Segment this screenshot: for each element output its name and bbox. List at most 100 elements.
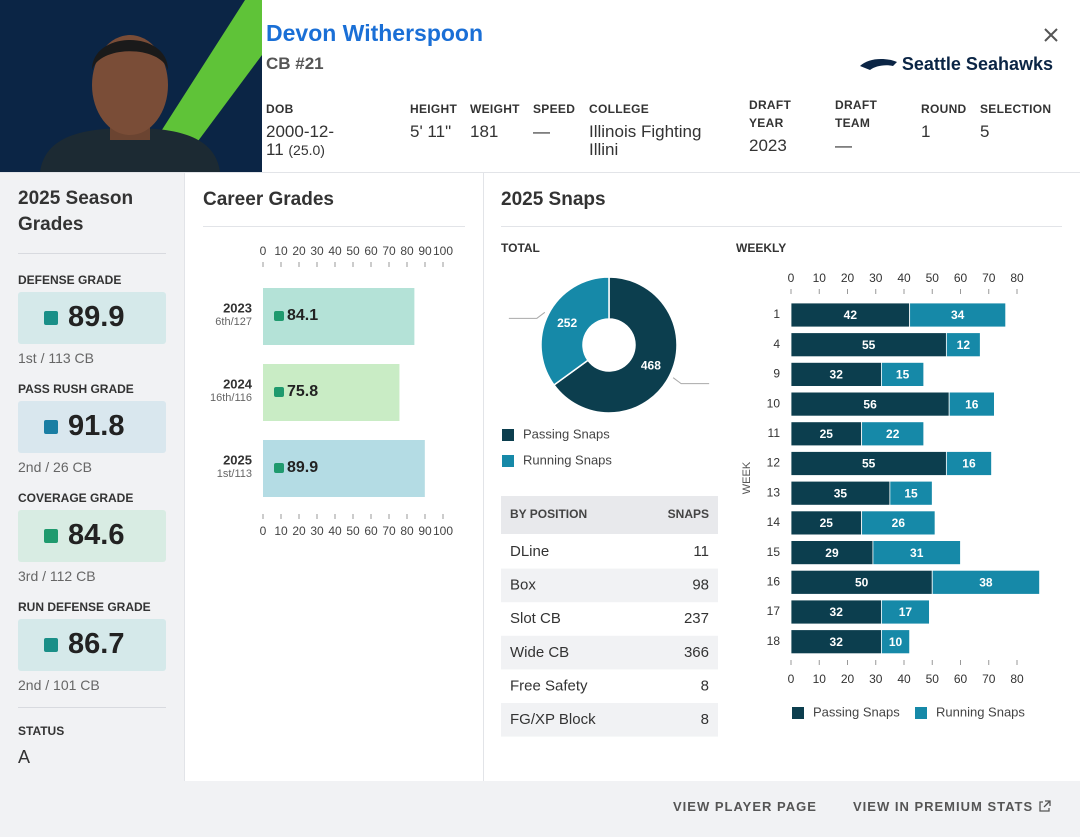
table-cell: Free Safety xyxy=(510,677,588,694)
bio-item: DOB 2000-12-11 (25.0) xyxy=(266,100,346,159)
bio-item: WEIGHT 181 xyxy=(470,100,530,141)
bio-label: DRAFT YEAR xyxy=(749,98,792,130)
footer-link[interactable]: VIEW PLAYER PAGE xyxy=(673,799,817,814)
bio-label: COLLEGE xyxy=(589,102,650,116)
x-tick-label: 40 xyxy=(897,672,911,686)
x-tick-label: 70 xyxy=(982,271,996,285)
x-tick-label: 80 xyxy=(1010,672,1024,686)
bar-segment xyxy=(881,599,930,625)
bar-label: 38 xyxy=(979,575,993,589)
bar-dot xyxy=(274,463,284,473)
x-tick-label: 60 xyxy=(364,244,378,258)
bio-item: COLLEGE Illinois Fighting Illini xyxy=(589,100,719,159)
bar-label: 15 xyxy=(896,368,910,382)
bar-segment xyxy=(790,510,863,536)
bar xyxy=(263,440,425,497)
grade-icon xyxy=(44,529,58,543)
team-logo xyxy=(860,58,897,70)
photo-face xyxy=(92,35,168,135)
y-axis-label: WEEK xyxy=(741,461,753,494)
bar-segment xyxy=(790,569,933,595)
x-tick-label: 30 xyxy=(310,524,324,538)
legend-label: Running Snaps xyxy=(936,704,1025,719)
status-label: STATUS xyxy=(18,724,65,738)
bar-segment xyxy=(790,302,911,328)
y-tick-label: 12 xyxy=(767,456,781,470)
x-tick-label: 70 xyxy=(382,244,396,258)
table-cell: Slot CB xyxy=(510,610,561,627)
panel-title: 2025 Snaps xyxy=(501,189,606,210)
grade-value: 91.8 xyxy=(68,410,125,442)
x-tick-label: 10 xyxy=(813,672,827,686)
bio-value-text: 2000-12-11 xyxy=(266,122,335,159)
external-icon xyxy=(1039,800,1051,812)
table-cell: DLine xyxy=(510,543,549,560)
bar-segment xyxy=(790,480,891,506)
x-tick-label: 0 xyxy=(260,244,267,258)
bio-value-text: 5' 11" xyxy=(410,122,452,141)
x-tick-label: 0 xyxy=(788,672,795,686)
bar-segment xyxy=(861,421,925,447)
bar-label: 32 xyxy=(830,605,844,619)
divider xyxy=(184,173,185,781)
player-name: Devon Witherspoon xyxy=(266,20,484,46)
pie-slice xyxy=(552,276,678,414)
bio-value: 181 xyxy=(470,123,530,141)
table-header xyxy=(501,496,718,534)
bio-value: 2023 xyxy=(749,137,809,155)
bar-dot xyxy=(274,387,284,397)
bio-value: — xyxy=(835,137,895,155)
bio-label: DRAFT TEAM xyxy=(835,98,878,130)
team-name: Seattle Seahawks xyxy=(901,54,1053,74)
bio-item: HEIGHT 5' 11" xyxy=(410,100,466,141)
bar-label: 35 xyxy=(834,486,848,500)
close-button[interactable] xyxy=(1044,28,1058,42)
y-tick-label: 11 xyxy=(768,426,781,440)
x-tick-label: 90 xyxy=(418,244,432,258)
x-tick-label: 20 xyxy=(841,672,855,686)
x-tick-label: 40 xyxy=(328,244,342,258)
legend-swatch xyxy=(792,707,804,719)
bar-label: 42 xyxy=(844,308,858,322)
footer-link[interactable]: VIEW IN PREMIUM STATS xyxy=(853,799,1034,814)
y-tick-label: 18 xyxy=(767,634,781,648)
table-row-bg xyxy=(501,703,718,737)
panel-title: 2025 Season Grades xyxy=(18,188,134,235)
grade-value: 86.7 xyxy=(68,628,125,660)
x-tick-label: 20 xyxy=(292,524,306,538)
grade-icon xyxy=(44,420,58,434)
bio-value-text: — xyxy=(533,122,550,141)
x-tick-label: 60 xyxy=(364,524,378,538)
legend-label: Running Snaps xyxy=(523,452,612,467)
bar-label: 26 xyxy=(892,516,906,530)
table-cell: FG/XP Block xyxy=(510,711,596,728)
divider xyxy=(483,173,484,781)
table-cell: 366 xyxy=(684,644,709,661)
table-cell: Wide CB xyxy=(510,644,569,661)
y-tick-label: 1 xyxy=(773,307,780,321)
category-rank: 16th/116 xyxy=(210,392,252,404)
category-label: 2025 xyxy=(223,452,252,467)
footer xyxy=(0,781,1080,837)
slice-label: 252 xyxy=(557,316,577,330)
photo-stripe xyxy=(135,0,262,172)
x-tick-label: 0 xyxy=(788,271,795,285)
bar-label: 50 xyxy=(855,575,869,589)
bio-value-text: Illinois Fighting Illini xyxy=(589,122,702,159)
section-label: TOTAL xyxy=(501,241,540,255)
grade-label: PASS RUSH GRADE xyxy=(18,382,134,396)
bio-value: 2000-12-11 (25.0) xyxy=(266,123,346,159)
divider xyxy=(18,253,166,254)
bar-segment xyxy=(790,540,874,565)
bio-value-text: 1 xyxy=(921,122,931,141)
bar-label: 25 xyxy=(820,427,834,441)
bar xyxy=(263,288,415,345)
x-tick-label: 30 xyxy=(869,672,883,686)
bar-segment xyxy=(861,510,936,536)
y-tick-label: 9 xyxy=(773,367,780,381)
x-tick-label: 20 xyxy=(841,271,855,285)
bio-value-text: 2023 xyxy=(749,136,787,155)
grade-icon xyxy=(44,311,58,325)
pie-slice xyxy=(540,276,610,387)
